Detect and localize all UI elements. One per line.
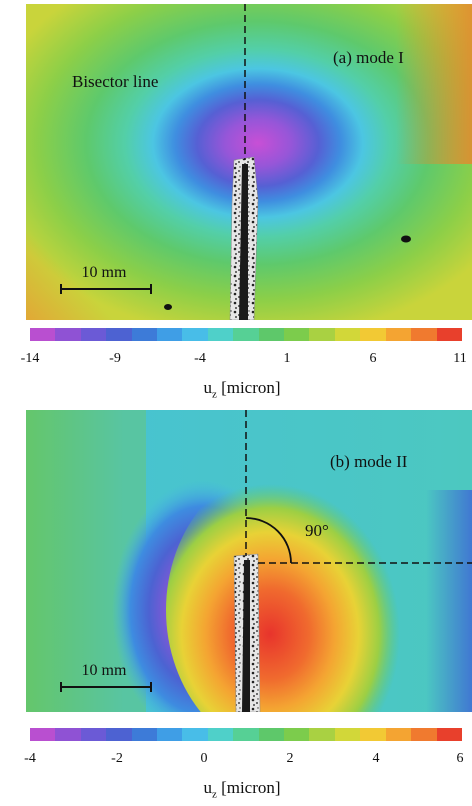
colorbar-segment — [385, 328, 412, 341]
panel-b-colorbar-unit: uz [micron] — [203, 778, 281, 801]
colorbar-segment — [131, 328, 158, 341]
colorbar-segment — [106, 328, 132, 341]
colorbar-segment — [334, 328, 361, 341]
colorbar-b-tick: 4 — [372, 751, 380, 766]
panel-b-field-map — [26, 410, 472, 712]
colorbar-b-tick: 6 — [456, 751, 464, 766]
colorbar-b-tick: 2 — [286, 751, 294, 766]
panel-a-colorbar — [30, 328, 462, 341]
panel-b-scale-bar — [60, 682, 152, 692]
colorbar-b-tick: -4 — [24, 751, 36, 766]
colorbar-segment — [207, 328, 234, 341]
panel-b-title: (b) mode II — [330, 452, 408, 471]
colorbar-segment — [131, 728, 158, 741]
colorbar-a-tick: 11 — [453, 351, 467, 366]
colorbar-segment — [309, 328, 335, 341]
colorbar-segment — [80, 328, 107, 341]
colorbar-segment — [258, 728, 285, 741]
colorbar-segment — [30, 328, 56, 341]
colorbar-segment — [360, 728, 386, 741]
colorbar-b-tick: 0 — [200, 751, 208, 766]
panel-a-scale-bar — [60, 284, 152, 294]
colorbar-segment — [436, 728, 462, 741]
colorbar-segment — [258, 328, 285, 341]
panel-b-scale-label: 10 mm — [81, 662, 127, 679]
colorbar-segment — [106, 728, 132, 741]
colorbar-segment — [411, 328, 437, 341]
bisector-line-label: Bisector line — [72, 72, 159, 91]
panel-a-contour-svg — [26, 4, 472, 320]
colorbar-segment — [157, 328, 183, 341]
colorbar-b-tick: -2 — [111, 751, 123, 766]
colorbar-segment — [80, 728, 107, 741]
colorbar-segment — [182, 728, 208, 741]
colorbar-segment — [157, 728, 183, 741]
colorbar-segment — [309, 728, 335, 741]
colorbar-segment — [30, 728, 56, 741]
colorbar-a-tick: -9 — [109, 351, 121, 366]
colorbar-segment — [55, 328, 81, 341]
colorbar-segment — [411, 728, 437, 741]
colorbar-segment — [233, 728, 259, 741]
colorbar-segment — [284, 328, 310, 341]
colorbar-a-tick: -14 — [20, 351, 40, 366]
colorbar-segment — [207, 728, 234, 741]
panel-b-contour-svg — [26, 410, 472, 712]
colorbar-segment — [233, 328, 259, 341]
colorbar-a-tick: 6 — [369, 351, 377, 366]
panel-a-field-map — [26, 4, 472, 320]
colorbar-segment — [182, 328, 208, 341]
angle-label: 90° — [305, 521, 329, 540]
panel-a-colorbar-unit: uz [micron] — [203, 378, 281, 401]
colorbar-segment — [360, 328, 386, 341]
colorbar-segment — [385, 728, 412, 741]
panel-b-colorbar — [30, 728, 462, 741]
colorbar-segment — [436, 328, 462, 341]
colorbar-a-tick: -4 — [194, 351, 206, 366]
colorbar-segment — [334, 728, 361, 741]
colorbar-segment — [55, 728, 81, 741]
colorbar-segment — [284, 728, 310, 741]
panel-a-scale-label: 10 mm — [81, 264, 127, 281]
panel-a-title: (a) mode I — [333, 48, 404, 67]
colorbar-a-tick: 1 — [283, 351, 291, 366]
